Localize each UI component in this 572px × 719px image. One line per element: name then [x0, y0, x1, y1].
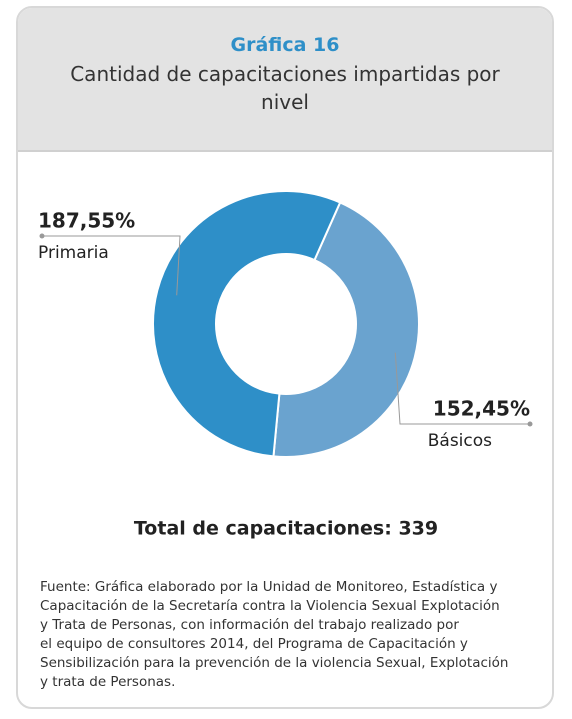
source-line: y Trata de Personas, con información del… [40, 617, 459, 633]
chart-title: Cantidad de capacitaciones impartidas po… [70, 62, 500, 114]
source-line: Capacitación de la Secretaría contra la … [40, 598, 500, 614]
category-label: Primaria [38, 243, 109, 263]
slice [272, 201, 420, 458]
leader-dot [39, 233, 45, 239]
chart-number: Gráfica 16 [230, 34, 340, 56]
source: Fuente: Gráfica elaborado por la Unidad … [40, 578, 540, 692]
leader-line [42, 235, 181, 296]
total: Total de capacitaciones: 339 [134, 518, 438, 540]
header: Gráfica 16 Cantidad de capacitaciones im… [18, 8, 552, 152]
leader-line [394, 352, 530, 425]
source-line: Sensibilización para la prevención de la… [40, 655, 509, 671]
leader-dot [527, 421, 533, 427]
source-line: el equipo de consultores 2014, del Progr… [40, 636, 468, 652]
category-label: Básicos [428, 431, 492, 451]
value-label: 152,45% [433, 397, 530, 421]
card: Gráfica 16 Cantidad de capacitaciones im… [16, 6, 554, 709]
value-label: 187,55% [38, 209, 135, 233]
slice [152, 190, 342, 458]
source-line: y trata de Personas. [40, 674, 176, 690]
source-line: Fuente: Gráfica elaborado por la Unidad … [40, 579, 498, 595]
